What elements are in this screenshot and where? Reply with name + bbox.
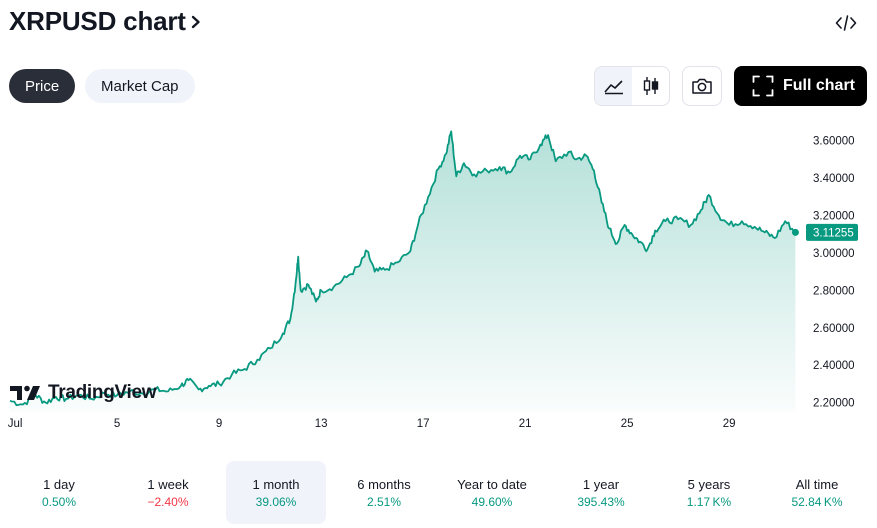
period-change: −2.40% xyxy=(147,495,189,509)
period-label: All time xyxy=(795,477,839,492)
y-tick-label: 2.80000 xyxy=(813,285,855,297)
price-chart[interactable]: 2.20000 2.40000 2.60000 2.80000 3.00000 3.200… xyxy=(0,112,877,442)
period-change: 39.06% xyxy=(255,495,297,509)
period-1-year[interactable]: 1 year 395.43% xyxy=(551,461,651,524)
period-change: 52.84 K% xyxy=(791,495,843,509)
last-price-label-box xyxy=(806,223,858,241)
period-1-day[interactable]: 1 day 0.50% xyxy=(9,461,109,524)
x-tick-label: 25 xyxy=(621,418,634,430)
chart-title-text: XRPUSD chart xyxy=(9,6,186,36)
period-label: 1 year xyxy=(582,477,620,492)
tradingview-logo-text: TradingView xyxy=(48,382,157,403)
y-tick-label: 2.40000 xyxy=(813,360,855,372)
period-label: 6 months xyxy=(357,477,411,492)
candlestick-icon xyxy=(643,77,658,95)
period-change: 0.50% xyxy=(41,495,77,509)
embed-code-icon[interactable] xyxy=(835,12,857,34)
period-label: 1 month xyxy=(252,477,300,492)
chart-style-group xyxy=(594,66,670,106)
period-6-months[interactable]: 6 months 2.51% xyxy=(334,461,434,524)
x-tick-label: 21 xyxy=(519,418,532,430)
period-all-time[interactable]: All time 52.84 K% xyxy=(767,461,867,524)
period-5-years[interactable]: 5 years 1.17 K% xyxy=(659,461,759,524)
period-label: 1 day xyxy=(43,477,75,492)
period-label: 1 week xyxy=(147,477,189,492)
x-tick-label: 17 xyxy=(417,418,430,430)
area-chart-icon xyxy=(603,80,623,95)
period-label: 5 years xyxy=(687,477,731,492)
period-change: 2.51% xyxy=(366,495,402,509)
y-tick-label: 3.40000 xyxy=(813,173,855,185)
period-change: 49.60% xyxy=(471,495,513,509)
candle-chart-style-button[interactable] xyxy=(632,67,669,105)
period-year-to-date[interactable]: Year to date 49.60% xyxy=(442,461,542,524)
period-change: 395.43% xyxy=(577,495,625,509)
tradingview-logo-icon xyxy=(10,385,40,400)
y-tick-label: 2.20000 xyxy=(813,398,855,410)
x-tick-label: 29 xyxy=(723,418,736,430)
y-tick-label: 3.60000 xyxy=(813,136,855,148)
y-tick-label: 2.60000 xyxy=(813,323,855,335)
full-chart-label: Full chart xyxy=(783,77,856,94)
period-1-week[interactable]: 1 week −2.40% xyxy=(118,461,218,524)
area-chart-style-button[interactable] xyxy=(595,67,632,105)
price-series-line xyxy=(9,130,796,407)
y-tick-label: 3.00000 xyxy=(813,248,855,260)
x-axis: Jul 5 9 13 17 21 25 29 xyxy=(8,418,736,430)
price-toggle-button[interactable]: Price xyxy=(9,69,76,103)
x-tick-label: 5 xyxy=(114,418,120,430)
full-chart-button[interactable]: Full chart xyxy=(734,66,867,106)
snapshot-button[interactable] xyxy=(682,66,722,106)
price-area-fill xyxy=(10,131,796,412)
y-axis: 2.20000 2.40000 2.60000 2.80000 3.00000 3.200… xyxy=(813,136,855,410)
last-price-marker xyxy=(791,228,799,236)
period-selector: 1 day 0.50% 1 week −2.40% 1 month 39.06%… xyxy=(0,461,877,524)
chevron-right-icon xyxy=(190,14,202,30)
period-1-month[interactable]: 1 month 39.06% xyxy=(226,461,326,524)
tradingview-logo[interactable]: TradingView xyxy=(10,382,157,404)
x-tick-label: Jul xyxy=(8,418,23,430)
period-change: 1.17 K% xyxy=(686,495,732,509)
fullscreen-icon xyxy=(752,75,774,97)
y-tick-label: 3.20000 xyxy=(813,211,855,223)
page-title[interactable]: XRPUSD chart xyxy=(9,6,202,37)
x-tick-label: 13 xyxy=(315,418,328,430)
camera-icon xyxy=(692,78,712,94)
x-tick-label: 9 xyxy=(216,418,222,430)
period-label: Year to date xyxy=(457,477,527,492)
market-cap-toggle-button[interactable]: Market Cap xyxy=(85,69,195,103)
last-price-label: 3.11255 xyxy=(813,227,854,239)
